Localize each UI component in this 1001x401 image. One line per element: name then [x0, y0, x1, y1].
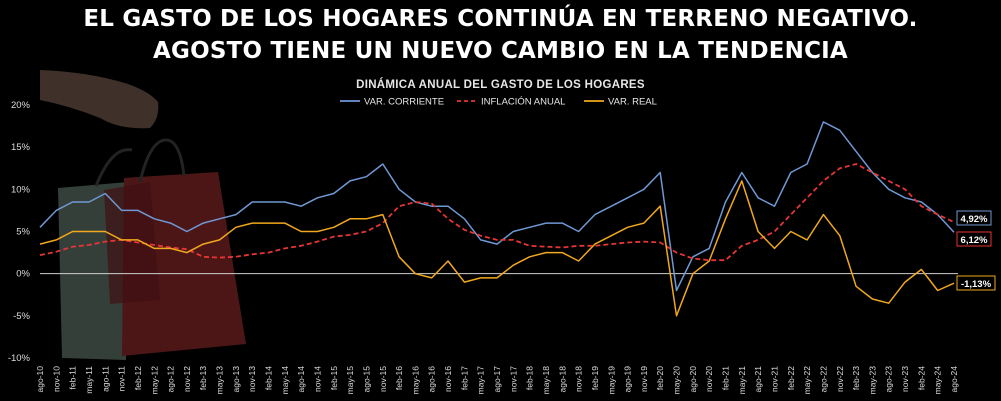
- x-tick-label: ago-12: [166, 366, 176, 393]
- y-tick-label: -10%: [8, 353, 31, 364]
- x-tick-label: may-18: [541, 366, 551, 395]
- x-tick-label: nov-19: [639, 366, 649, 392]
- end-value-label: 6,12%: [961, 235, 988, 246]
- legend-label: VAR. REAL: [608, 97, 657, 108]
- x-tick-label: nov-11: [117, 366, 127, 392]
- x-tick-label: may-21: [737, 366, 747, 395]
- x-tick-label: feb-20: [655, 366, 665, 390]
- bag-handle-1: [138, 138, 186, 183]
- x-tick-label: ago-23: [884, 366, 894, 393]
- x-tick-label: may-23: [867, 366, 877, 395]
- x-tick-label: ago-21: [753, 366, 763, 393]
- x-tick-label: ago-15: [361, 366, 371, 393]
- x-tick-label: ago-18: [557, 366, 567, 393]
- x-tick-label: nov-14: [312, 366, 322, 392]
- end-label-box: [956, 231, 992, 247]
- x-tick-label: may-19: [606, 366, 616, 395]
- x-tick-label: may-12: [149, 366, 159, 395]
- x-tick-label: feb-13: [198, 366, 208, 390]
- x-tick-label: nov-15: [378, 366, 388, 392]
- x-tick-label: feb-11: [68, 366, 78, 390]
- y-tick-label: 10%: [11, 184, 31, 195]
- x-tick-label: ago-13: [231, 366, 241, 393]
- x-tick-label: nov-16: [443, 366, 453, 392]
- end-label-box: [956, 210, 992, 226]
- legend-label: VAR. CORRIENTE: [364, 97, 444, 108]
- x-tick-label: ago-16: [427, 366, 437, 393]
- x-tick-label: ago-19: [623, 366, 633, 393]
- x-tick-label: feb-19: [590, 366, 600, 390]
- x-tick-label: may-16: [410, 366, 420, 395]
- bag-handle-2: [94, 148, 133, 187]
- x-tick-label: may-17: [476, 366, 486, 395]
- x-tick-label: feb-17: [459, 366, 469, 390]
- series-line-var-real: [39, 180, 955, 317]
- x-tick-label: may-15: [345, 366, 355, 395]
- x-tick-label: nov-23: [900, 366, 910, 392]
- x-tick-label: feb-24: [916, 366, 926, 390]
- x-tick-label: nov-12: [182, 366, 192, 392]
- x-tick-label: feb-12: [133, 366, 143, 390]
- x-tick-label: nov-22: [835, 366, 845, 392]
- x-tick-label: feb-23: [851, 366, 861, 390]
- x-tick-label: feb-21: [721, 366, 731, 390]
- y-tick-label: 5%: [16, 227, 30, 238]
- series-line-var-corriente: [39, 121, 955, 292]
- hand-arm: [40, 70, 159, 129]
- headline-line-1: EL GASTO DE LOS HOGARES CONTINÚA EN TERR…: [83, 6, 918, 32]
- x-tick-label: feb-22: [786, 366, 796, 390]
- shopping-bags-illustration: [40, 70, 246, 360]
- x-tick-label: may-13: [215, 366, 225, 395]
- x-tick-label: may-11: [84, 366, 94, 394]
- x-tick-label: may-24: [933, 366, 943, 395]
- x-tick-label: ago-24: [949, 366, 959, 393]
- x-tick-label: may-20: [672, 366, 682, 395]
- x-tick-label: nov-13: [247, 366, 257, 392]
- y-tick-label: 0%: [16, 269, 30, 280]
- x-tick-label: ago-20: [688, 366, 698, 393]
- x-tick-label: may-22: [802, 366, 812, 395]
- x-tick-label: feb-14: [264, 366, 274, 390]
- x-tick-label: ago-14: [296, 366, 306, 393]
- y-tick-label: 15%: [11, 142, 31, 153]
- y-tick-label: -5%: [13, 311, 30, 322]
- end-value-label: 4,92%: [961, 214, 988, 225]
- x-tick-label: ago-22: [818, 366, 828, 393]
- chart-title: DINÁMICA ANUAL DEL GASTO DE LOS HOGARES: [356, 79, 645, 91]
- x-tick-label: nov-21: [769, 366, 779, 392]
- x-tick-label: may-14: [280, 366, 290, 395]
- x-tick-label: ago-11: [100, 366, 110, 392]
- x-tick-label: nov-17: [508, 366, 518, 392]
- legend-label: INFLACIÓN ANUAL: [481, 97, 565, 108]
- end-value-label: -1,13%: [961, 279, 992, 290]
- end-label-box: [956, 275, 996, 291]
- series-line-inflaci-n-anual: [39, 163, 955, 262]
- y-tick-label: 20%: [11, 100, 31, 111]
- x-tick-label: feb-15: [329, 366, 339, 390]
- x-tick-label: feb-18: [525, 366, 535, 390]
- x-tick-label: ago-10: [35, 366, 45, 393]
- x-tick-label: nov-10: [51, 366, 61, 392]
- x-tick-label: ago-17: [492, 366, 502, 393]
- x-tick-label: feb-16: [394, 366, 404, 390]
- x-tick-label: nov-20: [704, 366, 714, 392]
- headline-line-2: AGOSTO TIENE UN NUEVO CAMBIO EN LA TENDE…: [153, 38, 848, 64]
- x-tick-label: nov-18: [574, 366, 584, 392]
